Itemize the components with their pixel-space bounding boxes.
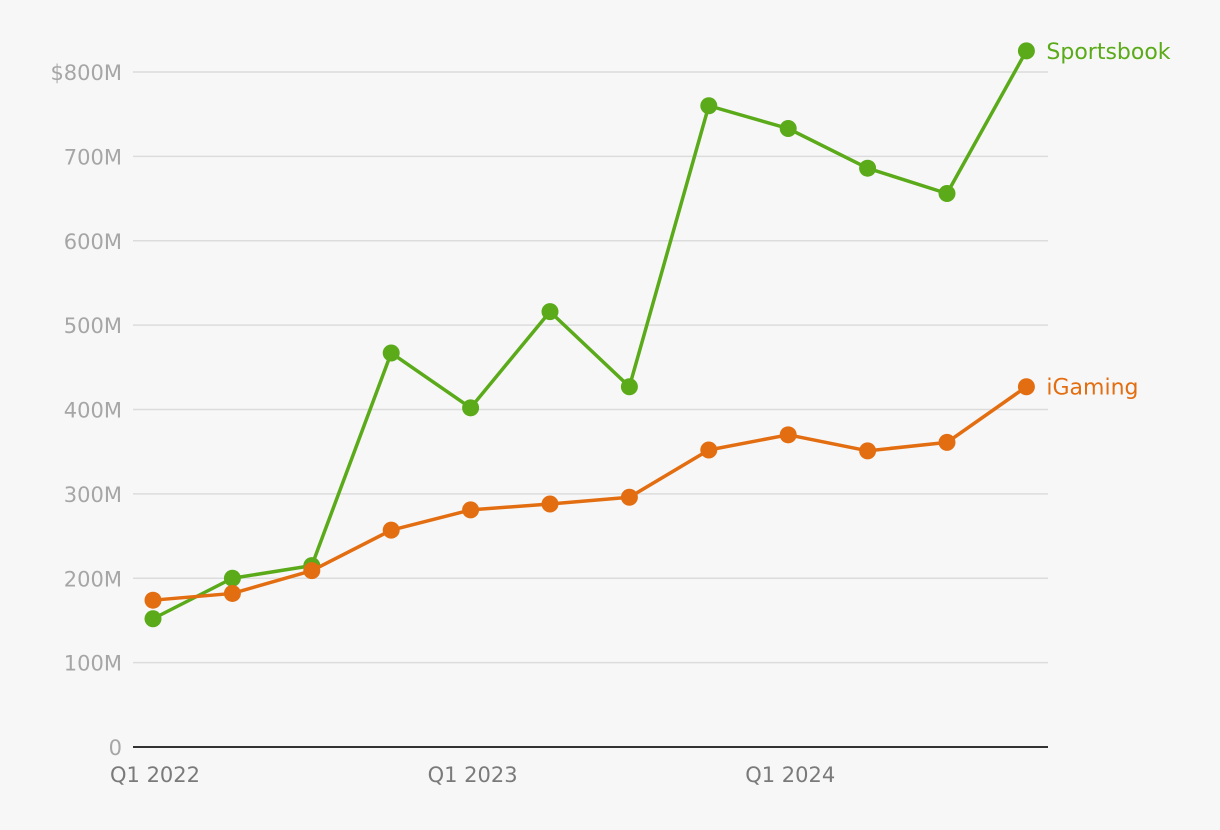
y-tick-label: 300M — [64, 483, 122, 507]
y-tick-label: 500M — [64, 314, 122, 338]
data-point — [779, 426, 797, 444]
y-tick-label: 700M — [64, 145, 122, 169]
y-tick-label: 100M — [64, 652, 122, 676]
data-point — [462, 399, 480, 417]
data-point — [144, 591, 162, 609]
y-axis-tick-labels: 0 100M 200M 300M 400M 500M 600M 700M $800M — [50, 61, 122, 760]
data-point — [859, 442, 877, 460]
data-point — [541, 303, 559, 321]
data-point — [700, 441, 718, 459]
data-point — [223, 584, 241, 602]
data-point — [938, 185, 956, 202]
series-label: iGaming — [1046, 376, 1138, 401]
data-point — [859, 159, 877, 177]
data-point — [462, 501, 480, 519]
y-tick-label: 600M — [64, 230, 122, 254]
data-point — [541, 495, 559, 513]
y-tick-label: 200M — [64, 567, 122, 591]
series-label: Sportsbook — [1046, 40, 1170, 65]
y-tick-label: 0 — [109, 736, 122, 760]
series-line — [151, 49, 1029, 621]
data-point — [223, 569, 241, 587]
series-line — [151, 384, 1029, 602]
data-point — [779, 120, 797, 138]
x-axis-tick-labels: Q1 2022 Q1 2023 Q1 2024 — [110, 763, 835, 787]
data-point — [144, 610, 162, 628]
data-point — [620, 378, 638, 396]
data-point — [938, 433, 956, 451]
data-point — [303, 562, 321, 580]
x-tick-label: Q1 2023 — [428, 763, 518, 787]
series-igaming: iGaming — [144, 376, 1138, 609]
series-lines: Sportsbook iGaming — [144, 40, 1171, 628]
data-point — [382, 344, 400, 362]
data-point — [620, 488, 638, 506]
gridlines — [133, 71, 1048, 748]
x-tick-label: Q1 2022 — [110, 763, 200, 787]
y-tick-label: 400M — [64, 399, 122, 423]
series-sportsbook: Sportsbook — [144, 40, 1171, 628]
data-point — [1017, 42, 1035, 60]
x-tick-label: Q1 2024 — [745, 763, 835, 787]
data-point — [700, 97, 718, 115]
data-point — [382, 521, 400, 539]
data-point — [1017, 378, 1035, 396]
y-tick-label: $800M — [50, 61, 122, 85]
